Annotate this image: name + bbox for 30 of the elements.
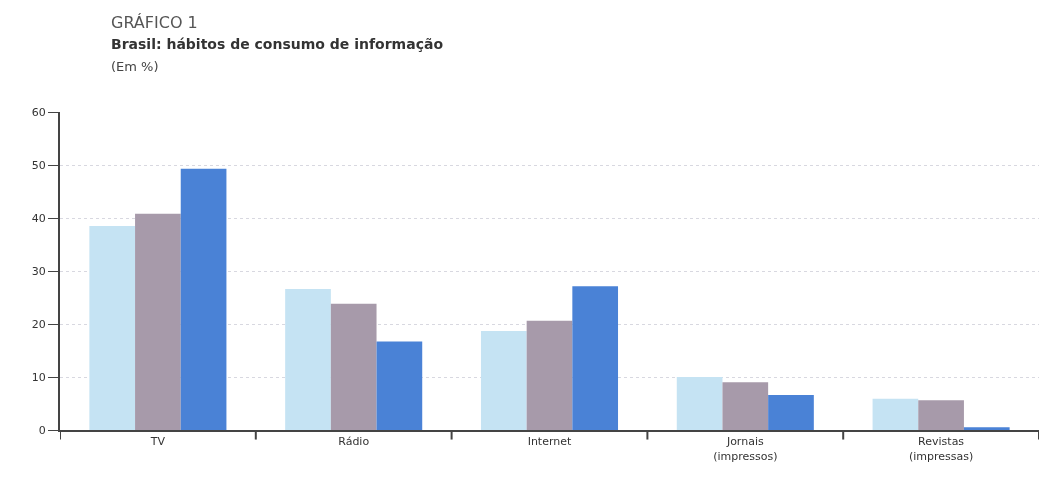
chart-subtitle: (Em %) xyxy=(111,59,159,74)
bar xyxy=(480,330,527,430)
bar xyxy=(330,303,377,430)
bar xyxy=(722,382,769,430)
bar xyxy=(918,400,964,430)
x-tick-label: Revistas (impressas) xyxy=(908,435,974,463)
text: GRÁFICO 1 xyxy=(111,13,198,32)
bar xyxy=(376,341,423,430)
bar xyxy=(285,289,331,430)
y-tick-label: 10 xyxy=(31,370,46,384)
bar xyxy=(89,225,136,430)
x-tick-label: Rádio xyxy=(338,435,370,449)
bar xyxy=(135,213,181,430)
y-tick-label: 0 xyxy=(38,423,46,437)
bar xyxy=(676,377,723,430)
bar xyxy=(572,286,619,430)
y-tick-label: 30 xyxy=(31,264,46,278)
bar xyxy=(768,395,814,430)
bar xyxy=(180,168,227,430)
x-tick-label: TV xyxy=(149,435,166,449)
y-tick-label: 60 xyxy=(31,105,46,119)
bar xyxy=(526,320,573,430)
bar xyxy=(872,398,919,430)
x-tick-label: Jornais (impressos) xyxy=(713,435,778,463)
bar xyxy=(963,427,1010,430)
chart-title: Brasil: hábitos de consumo de informação xyxy=(111,36,444,52)
y-tick-label: 20 xyxy=(31,317,46,331)
y-tick-label: 40 xyxy=(31,211,46,225)
y-tick-label: 50 xyxy=(31,158,46,172)
x-tick-label: Internet xyxy=(527,435,573,449)
